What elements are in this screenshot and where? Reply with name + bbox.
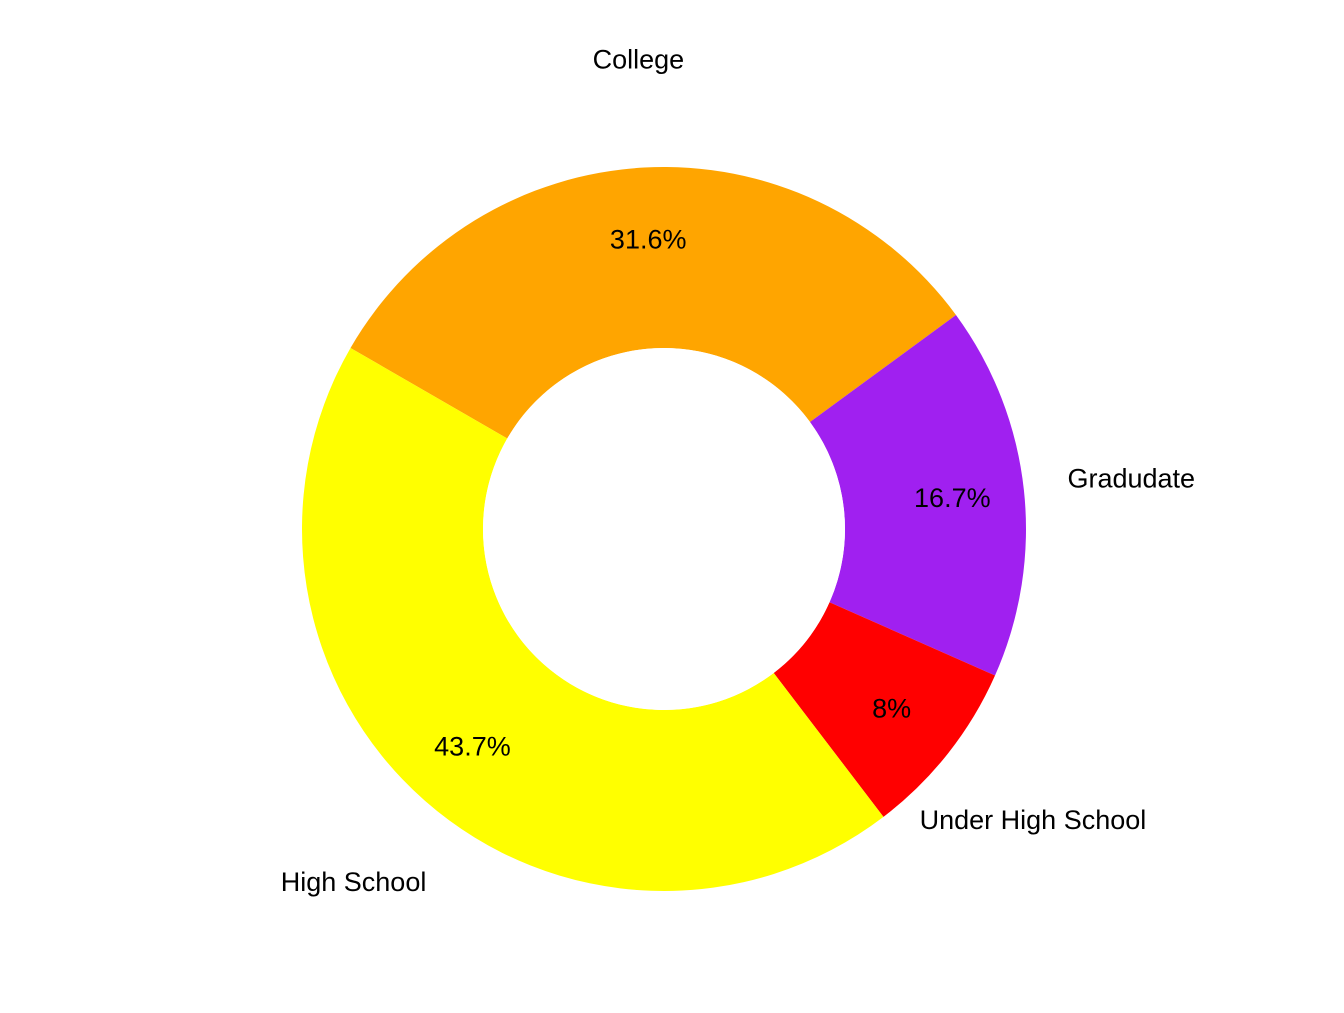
category-label-under-high-school: Under High School xyxy=(920,805,1147,835)
labels-layer: 31.6% College 16.7% Gradudate 8% Under High S… xyxy=(281,45,1195,897)
category-label-gradudate: Gradudate xyxy=(1067,463,1195,493)
value-label-high-school: 43.7% xyxy=(434,732,511,762)
donut-hole xyxy=(483,348,845,710)
slices-layer xyxy=(301,167,1026,892)
value-label-under-high-school: 8% xyxy=(872,694,911,724)
slice-under-high-school xyxy=(773,602,996,817)
slice-college xyxy=(350,167,956,439)
category-label-high-school: High School xyxy=(281,867,427,897)
slice-gradudate xyxy=(809,314,1026,676)
slice-high-school xyxy=(301,348,884,892)
value-label-gradudate: 16.7% xyxy=(914,483,991,513)
category-label-college: College xyxy=(593,45,685,75)
value-label-college: 31.6% xyxy=(610,224,687,254)
